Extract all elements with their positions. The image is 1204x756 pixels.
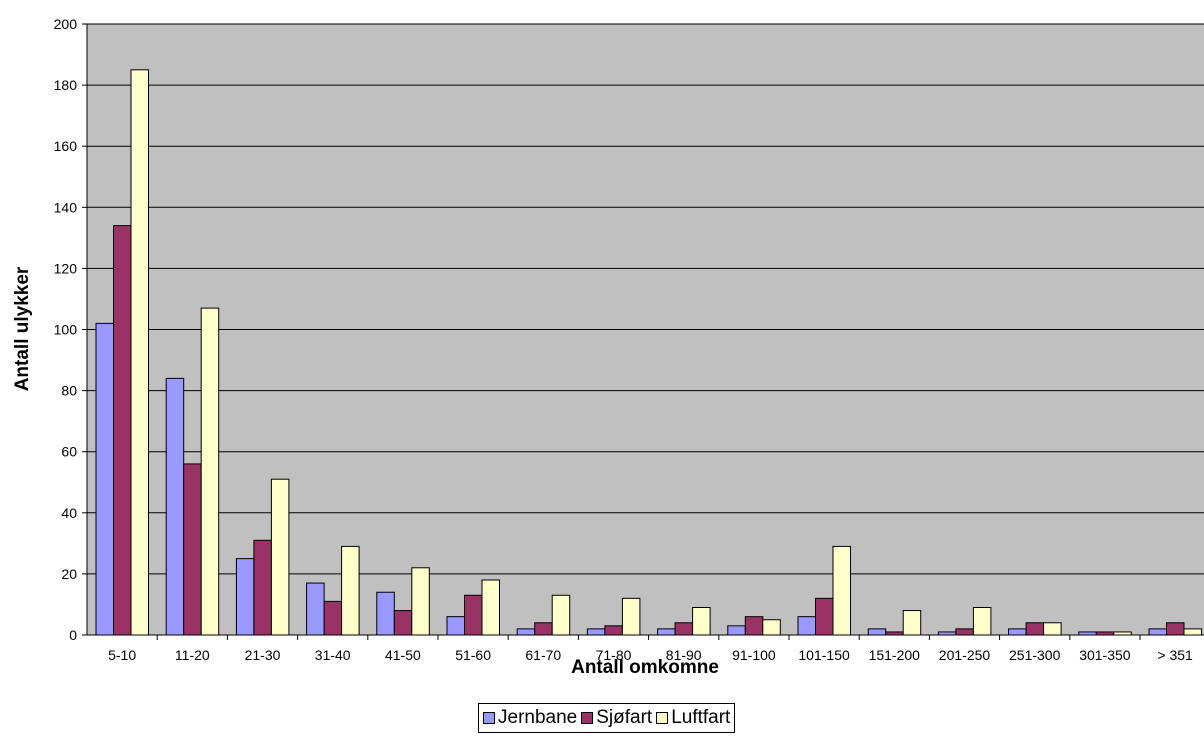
y-ticks: 0 20 40 60 80 100 120 140 160 180 200 bbox=[54, 16, 87, 643]
bar-luftfart-2 bbox=[270, 478, 290, 636]
legend-label-jernbane: Jernbane bbox=[498, 707, 578, 728]
y-tick-label-20: 20 bbox=[61, 566, 77, 582]
x-tick-label-0: 5-10 bbox=[108, 647, 136, 663]
bar-jernbane-9 bbox=[727, 625, 746, 636]
y-tick-label-180: 180 bbox=[54, 77, 78, 93]
bar-luftfart-10 bbox=[832, 545, 851, 636]
x-tick-label-5: 51-60 bbox=[455, 647, 491, 663]
legend-swatch-sjofart bbox=[581, 712, 594, 724]
bar-luftfart-1 bbox=[200, 307, 220, 636]
bar-jernbane-0 bbox=[95, 322, 114, 636]
bar-luftfart-3 bbox=[341, 545, 360, 636]
x-tick-label-13: 251-300 bbox=[1009, 647, 1061, 663]
bar-luftfart-12 bbox=[972, 607, 992, 636]
bar-sjøfart-6 bbox=[534, 622, 553, 636]
bar-sjøfart-15 bbox=[1166, 622, 1185, 636]
bar-luftfart-9 bbox=[762, 619, 781, 636]
gridlines bbox=[87, 23, 1204, 575]
bar-jernbane-13 bbox=[1008, 628, 1027, 636]
x-tick-label-3: 31-40 bbox=[315, 647, 351, 663]
bar-sjøfart-4 bbox=[393, 610, 413, 636]
y-tick-label-0: 0 bbox=[69, 627, 77, 643]
x-ticks: 5-10 11-20 21-30 31-40 41-50 51-60 61-70 71-80 8… bbox=[108, 635, 1193, 663]
x-tick-label-6: 61-70 bbox=[525, 647, 561, 663]
bar-luftfart-15 bbox=[1183, 628, 1202, 636]
y-tick-label-200: 200 bbox=[54, 16, 78, 32]
y-tick-label-80: 80 bbox=[61, 383, 77, 399]
bar-jernbane-1 bbox=[165, 377, 185, 636]
bar-sjøfart-13 bbox=[1025, 622, 1045, 636]
bar-jernbane-11 bbox=[867, 628, 887, 636]
x-tick-label-12: 201-250 bbox=[939, 647, 991, 663]
y-tick-label-60: 60 bbox=[61, 444, 77, 460]
y-tick-label-160: 160 bbox=[54, 138, 78, 154]
bar-sjøfart-2 bbox=[253, 539, 272, 636]
bar-jernbane-8 bbox=[657, 628, 676, 636]
bar-jernbane-6 bbox=[516, 628, 536, 636]
y-tick-label-120: 120 bbox=[54, 260, 78, 276]
legend-label-sjofart: Sjøfart bbox=[596, 707, 653, 728]
bar-jernbane-3 bbox=[306, 582, 325, 636]
bar-luftfart-13 bbox=[1043, 622, 1062, 636]
y-axis-title: Antall ulykker bbox=[12, 266, 33, 391]
bar-luftfart-0 bbox=[130, 69, 149, 636]
bar-jernbane-10 bbox=[797, 616, 816, 636]
bar-luftfart-11 bbox=[902, 610, 922, 636]
legend-swatch-jernbane bbox=[483, 712, 495, 724]
bar-jernbane-5 bbox=[446, 616, 465, 636]
bar-sjøfart-8 bbox=[674, 622, 694, 636]
bar-sjøfart-3 bbox=[323, 600, 343, 636]
legend-label-luftfart: Luftfart bbox=[671, 707, 731, 728]
bar-sjøfart-5 bbox=[464, 594, 483, 636]
x-tick-label-9: 91-100 bbox=[732, 647, 776, 663]
bar-chart: 0 20 40 60 80 100 120 140 160 180 200 5-10 11-20 21-… bbox=[12, 16, 1204, 678]
x-tick-label-4: 41-50 bbox=[385, 647, 421, 663]
x-tick-label-2: 21-30 bbox=[245, 647, 281, 663]
bar-sjøfart-7 bbox=[604, 625, 623, 636]
x-tick-label-10: 101-150 bbox=[798, 647, 850, 663]
legend: Jernbane Sjøfart Luftfart bbox=[478, 703, 736, 733]
bar-luftfart-7 bbox=[621, 597, 641, 636]
bar-luftfart-4 bbox=[411, 567, 430, 636]
bar-sjøfart-0 bbox=[113, 225, 132, 636]
x-tick-label-15: > 351 bbox=[1157, 647, 1193, 663]
bar-sjøfart-1 bbox=[183, 463, 202, 636]
bar-luftfart-8 bbox=[692, 607, 711, 636]
bar-luftfart-6 bbox=[551, 594, 571, 636]
bar-jernbane-7 bbox=[586, 628, 606, 636]
y-tick-label-40: 40 bbox=[61, 505, 77, 521]
bar-jernbane-15 bbox=[1148, 628, 1167, 636]
bar-jernbane-2 bbox=[235, 558, 255, 636]
x-tick-label-11: 151-200 bbox=[869, 647, 921, 663]
bar-sjøfart-9 bbox=[744, 616, 764, 636]
bars bbox=[95, 69, 1202, 636]
legend-swatch-luftfart bbox=[656, 712, 669, 724]
y-tick-label-140: 140 bbox=[54, 199, 78, 215]
x-axis-title: Antall omkomne bbox=[571, 657, 719, 678]
legend-item-luftfart: Luftfart bbox=[656, 707, 730, 729]
legend-item-sjofart: Sjøfart bbox=[581, 707, 652, 729]
x-tick-label-14: 301-350 bbox=[1079, 647, 1131, 663]
x-tick-label-1: 11-20 bbox=[175, 647, 210, 663]
bar-sjøfart-12 bbox=[955, 628, 974, 636]
legend-item-jernbane: Jernbane bbox=[483, 707, 577, 729]
bar-sjøfart-10 bbox=[815, 597, 834, 636]
x-tick-label-7: 71-80 bbox=[596, 647, 632, 663]
bar-luftfart-5 bbox=[481, 579, 500, 636]
y-tick-label-100: 100 bbox=[54, 322, 78, 338]
x-tick-label-8: 81-90 bbox=[666, 647, 702, 663]
bar-jernbane-4 bbox=[376, 591, 395, 636]
